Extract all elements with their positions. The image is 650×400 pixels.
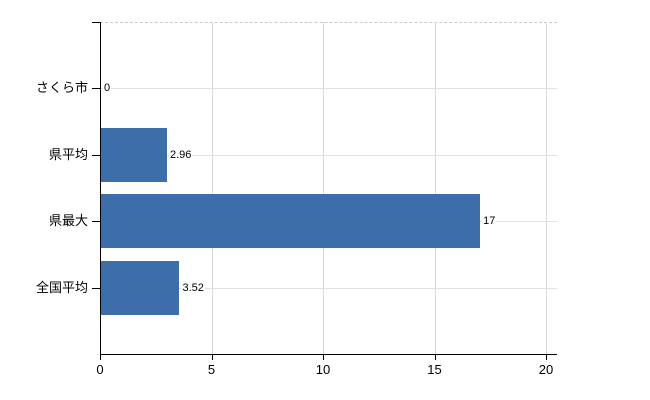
x-axis-tick [546,355,547,360]
x-axis-tick [323,355,324,360]
category-label: 県平均 [48,146,88,162]
category-label: 県最大 [48,213,88,229]
x-axis-tick [211,355,213,360]
y-axis-tick [92,88,100,90]
x-axis-tick [100,355,101,360]
y-axis-tick [92,287,100,289]
x-axis [100,354,557,355]
y-gridline [100,154,557,156]
y-gridline [100,287,557,289]
x-axis-tick [434,355,436,360]
y-axis-tick [92,221,100,223]
value-label: 0 [103,82,112,96]
x-tick-label: 10 [315,362,331,377]
value-label: 3.52 [181,281,205,295]
x-gridline [546,22,547,354]
value-label: 17 [482,215,497,229]
x-tick-label: 0 [96,362,104,377]
plot-area-top-border [100,22,557,23]
x-gridline [211,22,213,354]
x-tick-label: 20 [538,362,554,377]
bar [101,194,481,249]
bar [101,127,167,182]
x-tick-label: 5 [207,362,216,377]
x-gridline [434,22,436,354]
category-label: さくら市 [35,80,88,96]
y-axis-top-tick [92,22,100,23]
x-tick-label: 15 [427,362,442,377]
y-axis [100,22,101,355]
category-label: 全国平均 [35,279,88,295]
y-axis-tick [92,154,100,156]
y-gridline [100,88,557,90]
value-label: 2.96 [169,148,193,162]
bar [101,260,180,315]
x-gridline [323,22,324,354]
